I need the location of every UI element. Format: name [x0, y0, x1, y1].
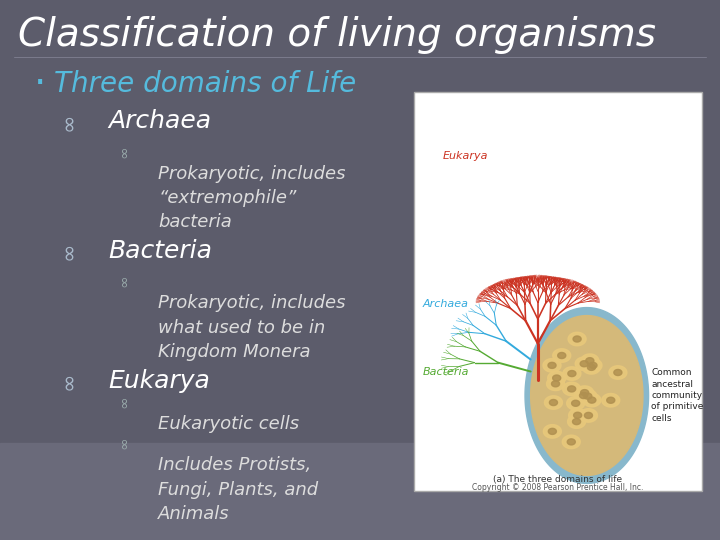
Text: ∞: ∞ — [117, 395, 131, 408]
Polygon shape — [549, 400, 557, 406]
Polygon shape — [575, 389, 593, 402]
Polygon shape — [568, 332, 586, 346]
Polygon shape — [602, 394, 620, 407]
Polygon shape — [548, 372, 566, 385]
Text: Prokaryotic, includes
what used to be in
Kingdom Monera: Prokaryotic, includes what used to be in… — [158, 294, 346, 361]
Text: Copyright © 2008 Pearson Prentice Hall, Inc.: Copyright © 2008 Pearson Prentice Hall, … — [472, 483, 644, 492]
Polygon shape — [549, 428, 557, 434]
Polygon shape — [580, 361, 588, 367]
Polygon shape — [548, 362, 556, 368]
Text: ∞: ∞ — [117, 436, 131, 449]
Polygon shape — [582, 361, 600, 374]
Polygon shape — [567, 439, 575, 445]
Polygon shape — [583, 393, 600, 407]
Polygon shape — [586, 357, 594, 364]
Polygon shape — [588, 397, 596, 403]
Polygon shape — [580, 393, 588, 399]
Polygon shape — [567, 396, 585, 410]
Polygon shape — [553, 349, 571, 362]
Polygon shape — [558, 353, 566, 359]
Polygon shape — [584, 393, 592, 399]
Polygon shape — [584, 359, 602, 372]
Text: Archaea: Archaea — [108, 110, 211, 133]
Text: Eukarya: Eukarya — [443, 151, 488, 161]
Polygon shape — [569, 409, 587, 422]
Polygon shape — [580, 389, 589, 396]
Polygon shape — [575, 357, 593, 370]
Polygon shape — [552, 381, 559, 387]
Polygon shape — [562, 435, 580, 449]
Polygon shape — [544, 396, 562, 409]
Polygon shape — [544, 424, 562, 438]
Polygon shape — [543, 359, 561, 372]
Text: Common
ancestral
community
of primitive
cells: Common ancestral community of primitive … — [652, 368, 703, 423]
Text: (a) The three domains of life: (a) The three domains of life — [493, 475, 623, 484]
Text: Bacteria: Bacteria — [423, 367, 469, 376]
Polygon shape — [572, 418, 580, 424]
Polygon shape — [563, 367, 581, 380]
Polygon shape — [576, 386, 593, 400]
Text: Three domains of Life: Three domains of Life — [54, 70, 356, 98]
Polygon shape — [0, 443, 720, 540]
FancyBboxPatch shape — [414, 92, 702, 491]
Polygon shape — [568, 370, 576, 376]
Text: ∞: ∞ — [58, 112, 78, 131]
Polygon shape — [553, 375, 561, 381]
Text: Includes Protists,
Fungi, Plants, and
Animals: Includes Protists, Fungi, Plants, and An… — [158, 456, 318, 523]
Polygon shape — [588, 364, 595, 370]
Text: Bacteria: Bacteria — [108, 239, 212, 263]
Text: ∞: ∞ — [58, 242, 78, 260]
Text: ·: · — [33, 65, 46, 103]
Polygon shape — [579, 389, 597, 403]
Text: Classification of living organisms: Classification of living organisms — [18, 16, 656, 54]
Polygon shape — [581, 354, 599, 367]
Text: Eukarya: Eukarya — [108, 369, 210, 393]
Polygon shape — [574, 412, 582, 418]
Polygon shape — [580, 409, 598, 422]
Polygon shape — [546, 377, 564, 390]
Text: ∞: ∞ — [117, 145, 131, 158]
Polygon shape — [572, 400, 580, 406]
Polygon shape — [567, 415, 585, 428]
Polygon shape — [567, 386, 576, 392]
Polygon shape — [589, 362, 597, 368]
Polygon shape — [585, 413, 593, 418]
Text: Prokaryotic, includes
“extremophile”
bacteria: Prokaryotic, includes “extremophile” bac… — [158, 165, 346, 231]
Polygon shape — [525, 308, 649, 483]
Polygon shape — [607, 397, 615, 403]
Text: Archaea: Archaea — [423, 299, 469, 308]
Text: ∞: ∞ — [58, 372, 78, 390]
Polygon shape — [573, 336, 581, 342]
Polygon shape — [609, 366, 627, 379]
Text: Eukaryotic cells: Eukaryotic cells — [158, 415, 300, 433]
Polygon shape — [531, 315, 643, 475]
Text: ∞: ∞ — [117, 274, 131, 287]
Polygon shape — [562, 382, 580, 396]
Polygon shape — [614, 369, 622, 375]
